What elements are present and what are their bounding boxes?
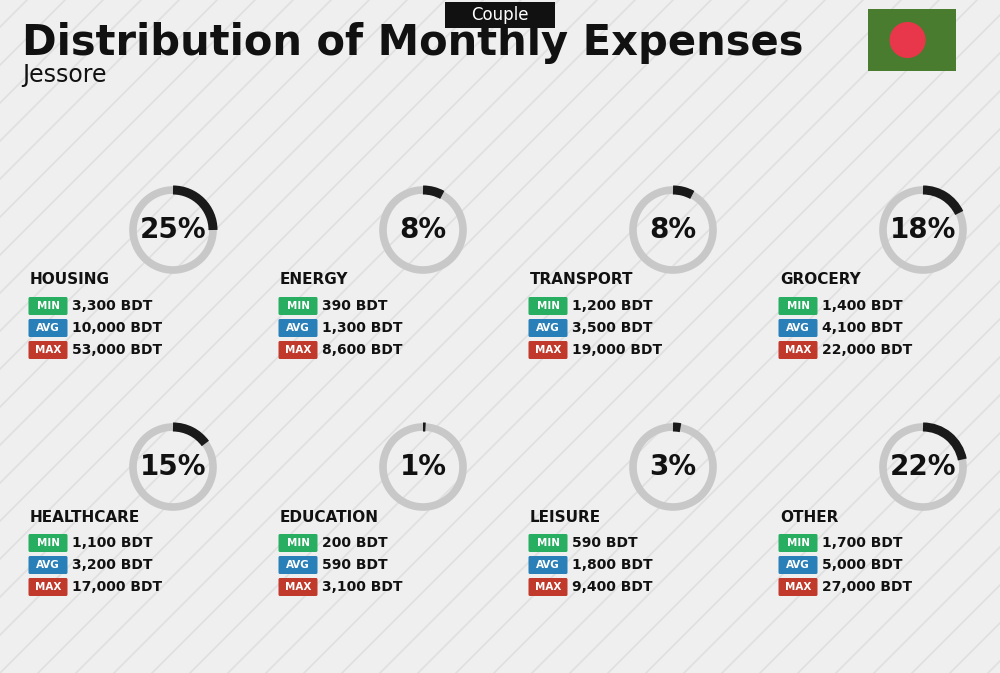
Text: 1,300 BDT: 1,300 BDT: [322, 321, 402, 335]
FancyBboxPatch shape: [778, 341, 818, 359]
Text: 22,000 BDT: 22,000 BDT: [822, 343, 912, 357]
Text: 590 BDT: 590 BDT: [322, 558, 388, 572]
Text: 3,200 BDT: 3,200 BDT: [72, 558, 152, 572]
FancyBboxPatch shape: [278, 578, 318, 596]
Text: AVG: AVG: [286, 323, 310, 333]
Text: MAX: MAX: [535, 582, 561, 592]
Text: GROCERY: GROCERY: [780, 273, 861, 287]
FancyBboxPatch shape: [28, 534, 68, 552]
Text: 1,700 BDT: 1,700 BDT: [822, 536, 902, 550]
Text: AVG: AVG: [36, 560, 60, 570]
Text: AVG: AVG: [786, 560, 810, 570]
Text: MAX: MAX: [785, 582, 811, 592]
FancyBboxPatch shape: [28, 578, 68, 596]
FancyBboxPatch shape: [528, 534, 568, 552]
FancyBboxPatch shape: [278, 297, 318, 315]
FancyBboxPatch shape: [28, 556, 68, 574]
Text: 3,100 BDT: 3,100 BDT: [322, 580, 402, 594]
Text: 17,000 BDT: 17,000 BDT: [72, 580, 162, 594]
Text: 4,100 BDT: 4,100 BDT: [822, 321, 903, 335]
Text: 53,000 BDT: 53,000 BDT: [72, 343, 162, 357]
Text: AVG: AVG: [536, 323, 560, 333]
FancyBboxPatch shape: [528, 341, 568, 359]
Text: MAX: MAX: [285, 345, 311, 355]
Text: AVG: AVG: [536, 560, 560, 570]
Text: 1,200 BDT: 1,200 BDT: [572, 299, 653, 313]
Text: MAX: MAX: [285, 582, 311, 592]
FancyBboxPatch shape: [528, 578, 568, 596]
Text: 25%: 25%: [140, 216, 206, 244]
Text: AVG: AVG: [786, 323, 810, 333]
Text: 8%: 8%: [649, 216, 697, 244]
Text: MIN: MIN: [786, 301, 810, 311]
Text: MIN: MIN: [36, 301, 60, 311]
Text: 27,000 BDT: 27,000 BDT: [822, 580, 912, 594]
Text: Jessore: Jessore: [22, 63, 106, 87]
Text: 15%: 15%: [140, 453, 206, 481]
FancyBboxPatch shape: [528, 319, 568, 337]
Text: 8%: 8%: [399, 216, 447, 244]
Text: 22%: 22%: [890, 453, 956, 481]
FancyBboxPatch shape: [528, 556, 568, 574]
Circle shape: [890, 23, 925, 57]
FancyBboxPatch shape: [778, 319, 818, 337]
Text: MAX: MAX: [35, 582, 61, 592]
Text: 590 BDT: 590 BDT: [572, 536, 638, 550]
Text: HOUSING: HOUSING: [30, 273, 110, 287]
Text: LEISURE: LEISURE: [530, 509, 601, 524]
Text: Distribution of Monthly Expenses: Distribution of Monthly Expenses: [22, 22, 804, 64]
FancyBboxPatch shape: [278, 556, 318, 574]
Text: 200 BDT: 200 BDT: [322, 536, 388, 550]
FancyBboxPatch shape: [28, 297, 68, 315]
Text: MIN: MIN: [536, 538, 560, 548]
Text: 3%: 3%: [649, 453, 697, 481]
FancyBboxPatch shape: [445, 2, 555, 28]
Text: OTHER: OTHER: [780, 509, 838, 524]
Text: AVG: AVG: [36, 323, 60, 333]
FancyBboxPatch shape: [28, 319, 68, 337]
Text: MIN: MIN: [287, 301, 310, 311]
Text: EDUCATION: EDUCATION: [280, 509, 379, 524]
FancyBboxPatch shape: [778, 556, 818, 574]
Text: MAX: MAX: [535, 345, 561, 355]
Text: 1,800 BDT: 1,800 BDT: [572, 558, 653, 572]
Text: 1%: 1%: [400, 453, 446, 481]
Text: 10,000 BDT: 10,000 BDT: [72, 321, 162, 335]
Text: MAX: MAX: [35, 345, 61, 355]
Text: 3,300 BDT: 3,300 BDT: [72, 299, 152, 313]
Text: TRANSPORT: TRANSPORT: [530, 273, 634, 287]
FancyBboxPatch shape: [778, 297, 818, 315]
FancyBboxPatch shape: [528, 297, 568, 315]
Text: Couple: Couple: [471, 6, 529, 24]
Text: MIN: MIN: [36, 538, 60, 548]
Text: 1,100 BDT: 1,100 BDT: [72, 536, 153, 550]
Text: MIN: MIN: [786, 538, 810, 548]
Text: 18%: 18%: [890, 216, 956, 244]
Text: ENERGY: ENERGY: [280, 273, 349, 287]
FancyBboxPatch shape: [868, 9, 956, 71]
Text: 8,600 BDT: 8,600 BDT: [322, 343, 402, 357]
FancyBboxPatch shape: [778, 534, 818, 552]
Text: AVG: AVG: [286, 560, 310, 570]
Text: HEALTHCARE: HEALTHCARE: [30, 509, 140, 524]
FancyBboxPatch shape: [778, 578, 818, 596]
Text: 5,000 BDT: 5,000 BDT: [822, 558, 902, 572]
Text: MIN: MIN: [536, 301, 560, 311]
Text: 3,500 BDT: 3,500 BDT: [572, 321, 652, 335]
FancyBboxPatch shape: [278, 534, 318, 552]
Text: 1,400 BDT: 1,400 BDT: [822, 299, 903, 313]
Text: 19,000 BDT: 19,000 BDT: [572, 343, 662, 357]
FancyBboxPatch shape: [278, 319, 318, 337]
FancyBboxPatch shape: [278, 341, 318, 359]
Text: MAX: MAX: [785, 345, 811, 355]
FancyBboxPatch shape: [28, 341, 68, 359]
Text: 9,400 BDT: 9,400 BDT: [572, 580, 652, 594]
Text: MIN: MIN: [287, 538, 310, 548]
Text: 390 BDT: 390 BDT: [322, 299, 388, 313]
